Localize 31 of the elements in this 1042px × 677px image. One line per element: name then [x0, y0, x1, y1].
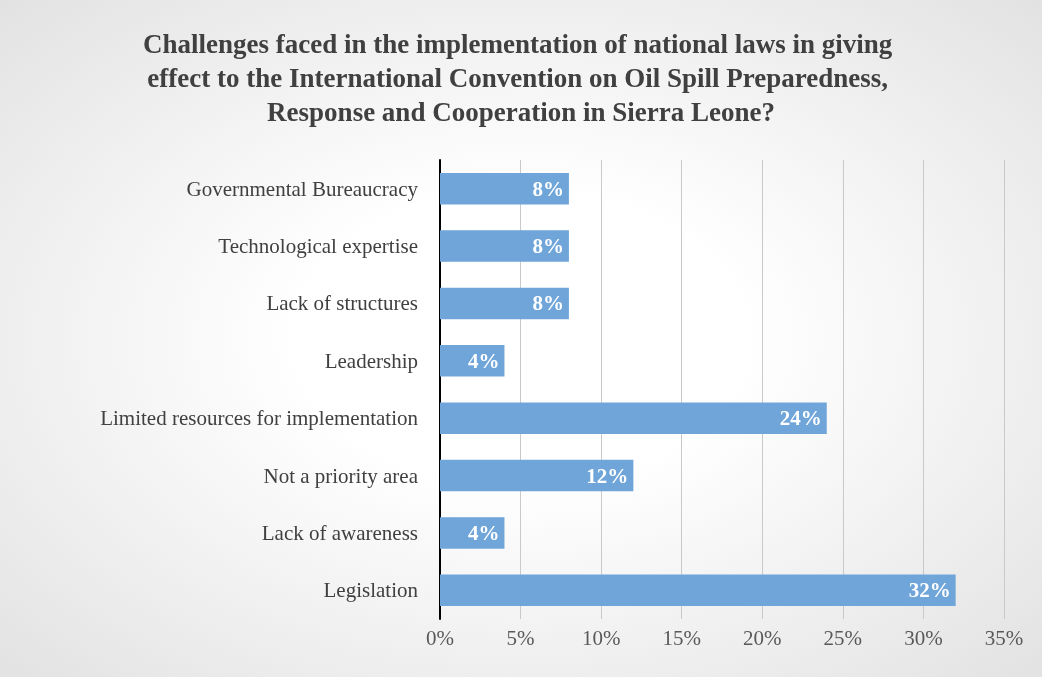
- x-tick-label: 30%: [904, 625, 943, 650]
- data-label: 8%: [532, 291, 564, 316]
- data-label: 4%: [467, 520, 500, 545]
- bar: [440, 402, 827, 434]
- data-label: 32%: [908, 578, 951, 603]
- y-tick-label: Lack of awareness: [261, 520, 418, 545]
- x-tick-label: 0%: [426, 625, 454, 650]
- bar: [440, 172, 569, 205]
- y-tick-label: Governmental Bureaucracy: [186, 176, 419, 201]
- x-tick-label: 20%: [743, 625, 782, 650]
- data-label: 8%: [532, 176, 564, 201]
- y-tick-label: Legislation: [323, 578, 419, 603]
- bar: [440, 287, 569, 320]
- data-label: 4%: [467, 348, 500, 373]
- data-label: 12%: [586, 463, 629, 488]
- x-tick-label: 5%: [506, 625, 535, 650]
- x-tick-label: 25%: [823, 625, 863, 650]
- y-tick-label: Limited resources for implementation: [100, 406, 419, 431]
- data-label: 24%: [779, 406, 822, 431]
- bar: [440, 230, 569, 262]
- bar: [440, 574, 956, 607]
- y-tick-label: Lack of structures: [266, 291, 418, 316]
- y-tick-label: Not a priority area: [263, 463, 419, 488]
- chart-title: Challenges faced in the implementation of national laws in giving effect to the International Convention on Oil Spill Preparedness, Response and Cooperation in Sierra Leone?: [142, 29, 900, 127]
- y-tick-label: Leadership: [324, 348, 418, 373]
- x-tick-label: 10%: [581, 625, 621, 650]
- data-label: 8%: [532, 234, 564, 259]
- y-tick-label: Technological expertise: [218, 234, 418, 259]
- x-tick-label: 35%: [984, 625, 1024, 650]
- x-tick-label: 15%: [662, 625, 701, 650]
- bar: [440, 459, 634, 492]
